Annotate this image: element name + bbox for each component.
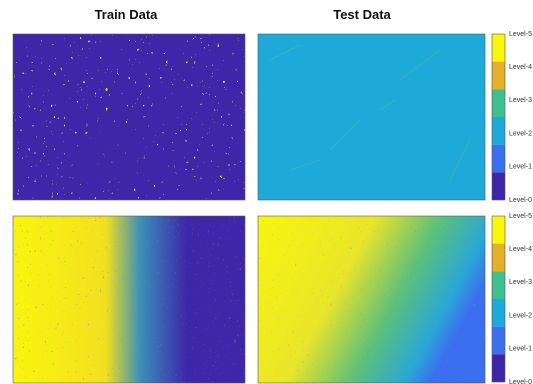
colorbar-label: Level-2 [509, 312, 532, 319]
colorbar-segment [492, 89, 505, 117]
colorbar-segment [492, 354, 505, 382]
colorbar-label: Level-3 [509, 279, 532, 286]
image-panel [258, 34, 485, 200]
colorbar-label: Level-4 [509, 64, 532, 71]
colorbar-segment [492, 271, 505, 299]
page: Train Data Test Data Level-5Level-4Level… [0, 0, 533, 384]
colorbar-segment [492, 145, 505, 173]
image-panel [258, 216, 485, 383]
colorbars: Level-5 Level-4 Level-3 Level-2 Level-1 Level… [492, 31, 532, 384]
colorbar-label: Level-5 [509, 31, 532, 38]
colorbar-segment [492, 244, 505, 272]
colorbar-label: Level-0 [509, 197, 532, 204]
colorbar-segment [492, 117, 505, 145]
panel-title: Test Data [333, 7, 391, 22]
figure: Train Data Test Data Level-5Level-4Level… [0, 0, 533, 384]
image-panel [13, 216, 245, 383]
colorbar-segment [492, 62, 505, 90]
colorbar-label: Level-1 [509, 164, 532, 171]
colorbar-label: Level-3 [509, 97, 532, 104]
image-panel [13, 34, 245, 200]
colorbar-label: Level-0 [509, 379, 532, 384]
colorbar-label: Level-5 [509, 213, 532, 220]
colorbar-label: Level-1 [509, 346, 532, 353]
colorbar-label: Level-2 [509, 130, 532, 137]
colorbar-segment [492, 299, 505, 327]
panel-title: Train Data [95, 7, 159, 22]
colorbar-segment [492, 327, 505, 355]
colorbar-segment [492, 34, 505, 62]
colorbar-segment [492, 216, 505, 244]
colorbar-label: Level-4 [509, 246, 532, 253]
colorbar-segment [492, 172, 505, 200]
